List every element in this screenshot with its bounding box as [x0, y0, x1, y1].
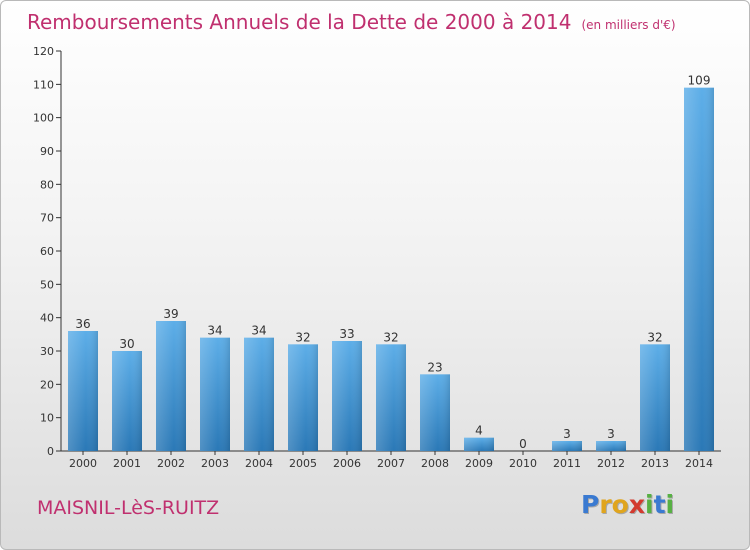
- x-tick-label: 2011: [553, 457, 581, 470]
- bar-value-label: 32: [295, 330, 310, 344]
- y-tick-label: 120: [33, 45, 54, 58]
- x-tick-label: 2002: [157, 457, 185, 470]
- y-tick-label: 60: [40, 245, 54, 258]
- chart-title: Remboursements Annuels de la Dette de 20…: [27, 10, 676, 34]
- x-tick-label: 2012: [597, 457, 625, 470]
- y-tick-label: 70: [40, 212, 54, 225]
- logo-letter: i: [645, 490, 654, 519]
- y-tick-label: 30: [40, 345, 54, 358]
- y-axis: 0 10 20 30 40 50 60 70 80 90 100 110 120: [33, 45, 62, 458]
- x-tick-label: 2003: [201, 457, 229, 470]
- bar-value-label: 33: [339, 327, 354, 341]
- bar-value-label: 32: [647, 330, 662, 344]
- bar-value-label: 23: [427, 360, 442, 374]
- y-tick-label: 50: [40, 278, 54, 291]
- bar-shade: [68, 331, 98, 451]
- x-tick-label: 2001: [113, 457, 141, 470]
- y-tick-label: 20: [40, 378, 54, 391]
- logo-letter: t: [653, 490, 666, 519]
- bar-shade: [596, 441, 626, 451]
- bar-value-label: 34: [207, 324, 222, 338]
- bar-shade: [244, 337, 274, 451]
- bar-shade: [552, 441, 582, 451]
- logo-letter: r: [599, 490, 612, 519]
- chart-title-text: Remboursements Annuels de la Dette de 20…: [27, 10, 572, 34]
- bar-shade: [684, 87, 714, 452]
- bar-value-label: 30: [119, 337, 134, 351]
- bar-shade: [112, 351, 142, 451]
- logo-letter: i: [665, 490, 675, 519]
- bar-value-label: 39: [163, 307, 178, 321]
- proxiti-logo: Proxiti: [581, 490, 674, 519]
- logo-letter: o: [611, 490, 629, 519]
- x-tick-label: 2007: [377, 457, 405, 470]
- x-tick-label: 2005: [289, 457, 317, 470]
- bar-shade: [200, 337, 230, 451]
- y-tick-label: 0: [47, 445, 54, 458]
- bar-value-label: 3: [607, 427, 615, 441]
- y-tick-label: 40: [40, 312, 54, 325]
- bar-value-label: 32: [383, 330, 398, 344]
- bar-shade: [376, 344, 406, 451]
- x-tick-label: 2013: [641, 457, 669, 470]
- bar-value-label: 4: [475, 424, 483, 438]
- y-tick-label: 10: [40, 412, 54, 425]
- bar-value-label: 3: [563, 427, 571, 441]
- x-tick-label: 2006: [333, 457, 361, 470]
- bar-shade: [420, 374, 450, 451]
- x-tick-label: 2014: [685, 457, 713, 470]
- y-tick-label: 110: [33, 78, 54, 91]
- bar-value-label: 36: [75, 317, 90, 331]
- y-tick-label: 80: [40, 178, 54, 191]
- bar-shade: [464, 437, 494, 451]
- city-name: MAISNIL-LèS-RUITZ: [37, 497, 220, 519]
- x-tick-label: 2000: [69, 457, 97, 470]
- bar-shade: [288, 344, 318, 451]
- bar-shade: [156, 321, 186, 451]
- bar-value-label: 34: [251, 324, 266, 338]
- x-tick-label: 2004: [245, 457, 273, 470]
- x-axis: 2000 2001 2002 2003 2004 2005 2006 2007 2008 2009…: [61, 450, 721, 470]
- bars: [68, 87, 714, 452]
- bar-value-label: 109: [688, 74, 711, 88]
- x-tick-label: 2009: [465, 457, 493, 470]
- y-tick-label: 100: [33, 112, 54, 125]
- x-tick-label: 2010: [509, 457, 537, 470]
- y-tick-label: 90: [40, 145, 54, 158]
- bar-shade: [332, 341, 362, 451]
- bar-shade: [640, 344, 670, 451]
- logo-letter: x: [628, 490, 645, 519]
- bar-value-label: 0: [519, 437, 527, 451]
- logo-letter: P: [581, 490, 600, 519]
- x-tick-label: 2008: [421, 457, 449, 470]
- chart-subtitle: (en milliers d'€): [581, 18, 676, 32]
